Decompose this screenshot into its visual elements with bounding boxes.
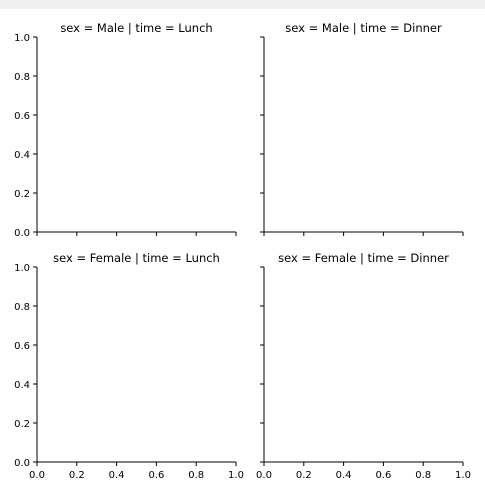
facet-grid-svg: sex = Male | time = Lunch 0.0 0.2 0.4 0.6 0.8… [14, 21, 471, 481]
y-tick-label: 0.4 [14, 150, 30, 161]
y-tick-label: 0.6 [14, 341, 30, 352]
y-tick-label: 1.0 [14, 33, 30, 44]
x-tick-label: 1.0 [228, 470, 244, 481]
y-tick-label: 0.0 [14, 228, 30, 239]
y-tick-label: 0.2 [14, 419, 30, 430]
panel-title: sex = Female | time = Dinner [278, 251, 449, 265]
x-tick-label: 0.0 [29, 470, 45, 481]
facet-grid-figure: sex = Male | time = Lunch 0.0 0.2 0.4 0.6 0.8… [0, 9, 485, 485]
facet-panel: sex = Female | time = Dinner 0.0 0.2 0.4 0.6… [256, 251, 471, 481]
x-tick-label: 0.4 [336, 470, 352, 481]
y-tick-label: 0.0 [14, 458, 30, 469]
y-tick-label: 0.6 [14, 111, 30, 122]
panel-title: sex = Male | time = Dinner [285, 21, 442, 35]
x-tick-label: 0.8 [415, 470, 431, 481]
x-tick-label: 1.0 [455, 470, 471, 481]
panel-title: sex = Female | time = Lunch [53, 251, 220, 265]
facet-panel: sex = Male | time = Dinner [260, 21, 464, 236]
y-tick-label: 0.8 [14, 302, 30, 313]
panel-title: sex = Male | time = Lunch [60, 21, 212, 35]
y-tick-label: 1.0 [14, 263, 30, 274]
x-tick-label: 0.2 [69, 470, 85, 481]
facet-panel: sex = Female | time = Lunch 0.0 0.2 0.4 0.6 0… [14, 251, 244, 481]
x-tick-label: 0.8 [188, 470, 204, 481]
facet-panel: sex = Male | time = Lunch 0.0 0.2 0.4 0.6 0.8… [14, 21, 237, 239]
x-tick-label: 0.6 [148, 470, 164, 481]
x-tick-label: 0.2 [296, 470, 312, 481]
y-tick-label: 0.2 [14, 189, 30, 200]
x-tick-label: 0.0 [256, 470, 272, 481]
y-tick-label: 0.4 [14, 380, 30, 391]
x-tick-label: 0.4 [109, 470, 125, 481]
x-tick-label: 0.6 [375, 470, 391, 481]
y-tick-label: 0.8 [14, 72, 30, 83]
